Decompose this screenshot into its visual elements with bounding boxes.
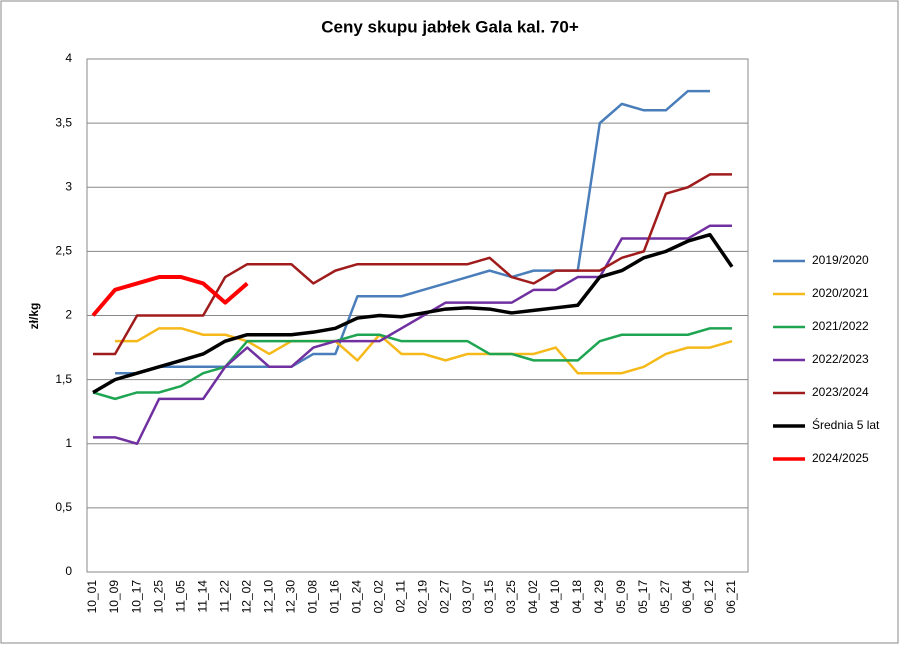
y-tick-label: 1	[65, 436, 72, 450]
x-tick-label: 12_02	[239, 580, 253, 614]
x-tick-label: 11_05	[173, 580, 187, 613]
x-tick-label: 02_19	[416, 580, 430, 614]
x-tick-label: 04_02	[526, 580, 540, 614]
y-tick-label: 1,5	[55, 372, 72, 386]
x-tick-label: 10_17	[129, 580, 143, 614]
x-tick-label: 02_11	[394, 580, 408, 613]
x-tick-label: 12_30	[283, 580, 297, 614]
x-tick-label: 11_22	[217, 580, 231, 613]
series-line	[93, 173, 732, 356]
x-tick-label: 01_16	[328, 580, 342, 614]
y-tick-label: 0	[65, 564, 72, 578]
x-tick-label: 11_14	[195, 580, 209, 613]
y-tick-label: 4	[65, 51, 72, 65]
y-tick-label: 0,5	[55, 500, 72, 514]
y-tick-label: 2,5	[55, 244, 72, 258]
x-tick-label: 06_04	[680, 580, 694, 614]
series-line	[92, 232, 734, 394]
y-tick-label: 3	[65, 179, 72, 193]
legend-label: 2019/2020	[812, 253, 869, 267]
series-line	[93, 224, 732, 445]
x-tick-label: 03_25	[504, 580, 518, 614]
series-line	[115, 89, 710, 375]
legend-label: 2022/2023	[812, 352, 869, 366]
y-tick-label: 3,5	[55, 115, 72, 129]
x-tick-label: 04_29	[592, 580, 606, 614]
chart-title: Ceny skupu jabłek Gala kal. 70+	[321, 17, 579, 36]
x-tick-label: 02_02	[372, 580, 386, 614]
series-line	[91, 275, 249, 317]
x-tick-label: 04_18	[570, 580, 584, 614]
series-line	[92, 327, 732, 401]
x-tick-label: 03_07	[460, 580, 474, 614]
x-tick-label: 01_24	[350, 580, 364, 614]
x-tick-label: 04_10	[548, 580, 562, 614]
x-tick-label: 10_25	[151, 580, 165, 614]
legend-label: 2023/2024	[812, 385, 869, 399]
x-tick-label: 03_15	[482, 580, 496, 614]
y-tick-label: 2	[65, 308, 72, 322]
x-tick-label: 12_10	[261, 580, 275, 614]
x-tick-label: 05_27	[658, 580, 672, 614]
x-tick-label: 06_21	[724, 580, 738, 614]
legend-label: 2024/2025	[812, 451, 869, 465]
legend-label: Średnia 5 lat	[812, 417, 880, 432]
y-axis-label: zł/kg	[27, 303, 41, 330]
x-tick-label: 05_17	[636, 580, 650, 614]
x-tick-label: 10_01	[85, 580, 99, 614]
x-tick-label: 02_27	[438, 580, 452, 614]
x-tick-label: 05_09	[614, 580, 628, 614]
x-tick-label: 06_12	[702, 580, 716, 614]
legend-label: 2021/2022	[812, 319, 869, 333]
legend-label: 2020/2021	[812, 286, 869, 300]
series-line	[115, 327, 733, 375]
x-tick-label: 01_08	[306, 580, 320, 614]
x-tick-label: 10_09	[107, 580, 121, 614]
